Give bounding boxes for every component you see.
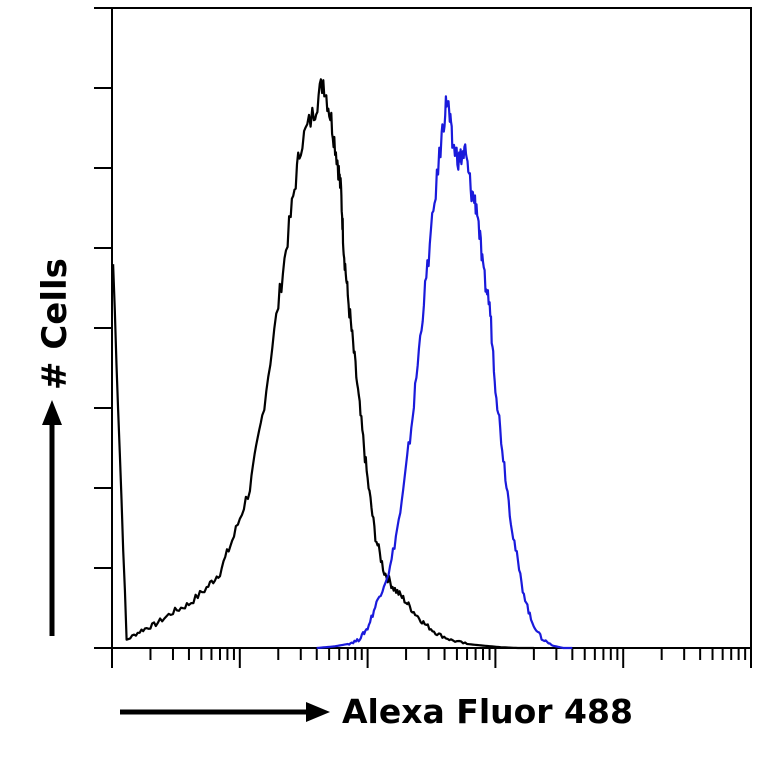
x-axis-arrow-head <box>306 702 330 722</box>
x-axis-ticks <box>111 648 752 668</box>
x-axis-label: Alexa Fluor 488 <box>342 692 633 731</box>
y-axis-ticks <box>94 7 112 649</box>
histogram-series-1 <box>316 95 573 650</box>
histogram-series-0 <box>112 78 534 650</box>
y-axis-label: # Cells <box>35 258 75 390</box>
y-axis-arrow-head <box>42 400 62 425</box>
plot-frame <box>111 7 752 649</box>
series-layer <box>112 78 573 650</box>
